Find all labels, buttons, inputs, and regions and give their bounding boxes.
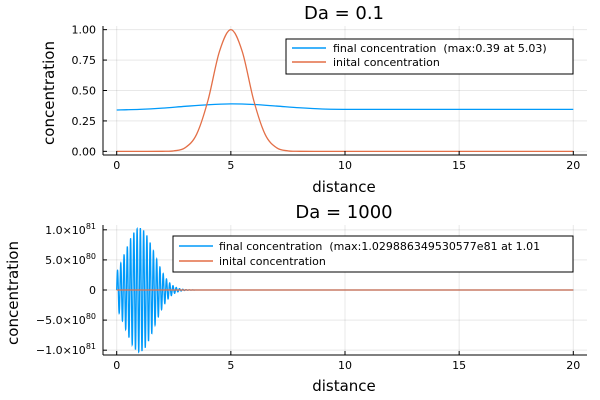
x-tick-label: 15	[452, 359, 466, 372]
y-tick-label: −5.0×1080	[36, 312, 96, 327]
panel-2-xlabel: distance	[312, 377, 376, 395]
y-tick-label: 1.00	[72, 24, 97, 37]
y-tick-label: −1.0×1081	[36, 342, 96, 357]
legend-label-final: final concentration (max:0.39 at 5.03)	[333, 42, 547, 55]
y-tick-label: 0.50	[72, 85, 97, 98]
panel-1-series	[116, 28, 574, 153]
y-tick-label: 1.0×1081	[45, 222, 96, 237]
legend-label-initial: inital concentration	[219, 255, 326, 268]
legend-label-final: final concentration (max:1.0298863495305…	[219, 240, 540, 253]
legend-box	[172, 235, 574, 273]
legend-box	[285, 38, 574, 75]
x-tick-label: 5	[227, 359, 234, 372]
x-tick-label: 20	[566, 359, 580, 372]
panel-2-title: Da = 1000	[295, 202, 392, 223]
series-line-1	[116, 28, 574, 153]
panel-2: Da = 1000 0 5 10 15 20 −1.0×1081 −5.0×1080 0 5.0…	[4, 202, 587, 395]
panel-1-ticks: 0 5 10 15 20 0.00 0.25 0.50 0.75 1.00	[72, 24, 581, 172]
x-tick-label: 0	[113, 159, 120, 172]
panel-1-title: Da = 0.1	[304, 3, 384, 24]
panel-1: Da = 0.1 0 5 10 15 20 0.00 0.25 0.50 0.75 1.00 di…	[40, 3, 587, 196]
y-tick-label: 0.00	[72, 145, 97, 158]
panel-1-legend: final concentration (max:0.39 at 5.03) i…	[285, 38, 574, 75]
y-tick-label: 0.75	[72, 54, 97, 67]
x-tick-label: 20	[566, 159, 580, 172]
x-tick-label: 10	[338, 359, 352, 372]
y-tick-label: 0.25	[72, 115, 97, 128]
x-tick-label: 10	[338, 159, 352, 172]
panel-2-legend: final concentration (max:1.0298863495305…	[172, 235, 574, 273]
y-tick-label: 5.0×1080	[45, 252, 96, 267]
panel-2-ticks: 0 5 10 15 20 −1.0×1081 −5.0×1080 0 5.0×1080 1.0×1…	[36, 222, 580, 372]
panel-1-xlabel: distance	[312, 178, 376, 196]
panel-2-series	[116, 227, 574, 354]
y-tick-label: 0	[89, 284, 96, 297]
x-tick-label: 0	[113, 359, 120, 372]
series-line-0	[116, 103, 574, 111]
legend-label-initial: inital concentration	[333, 56, 440, 69]
panel-2-ylabel: concentration	[4, 241, 22, 345]
x-tick-label: 15	[452, 159, 466, 172]
panel-1-ylabel: concentration	[40, 41, 58, 145]
x-tick-label: 5	[227, 159, 234, 172]
